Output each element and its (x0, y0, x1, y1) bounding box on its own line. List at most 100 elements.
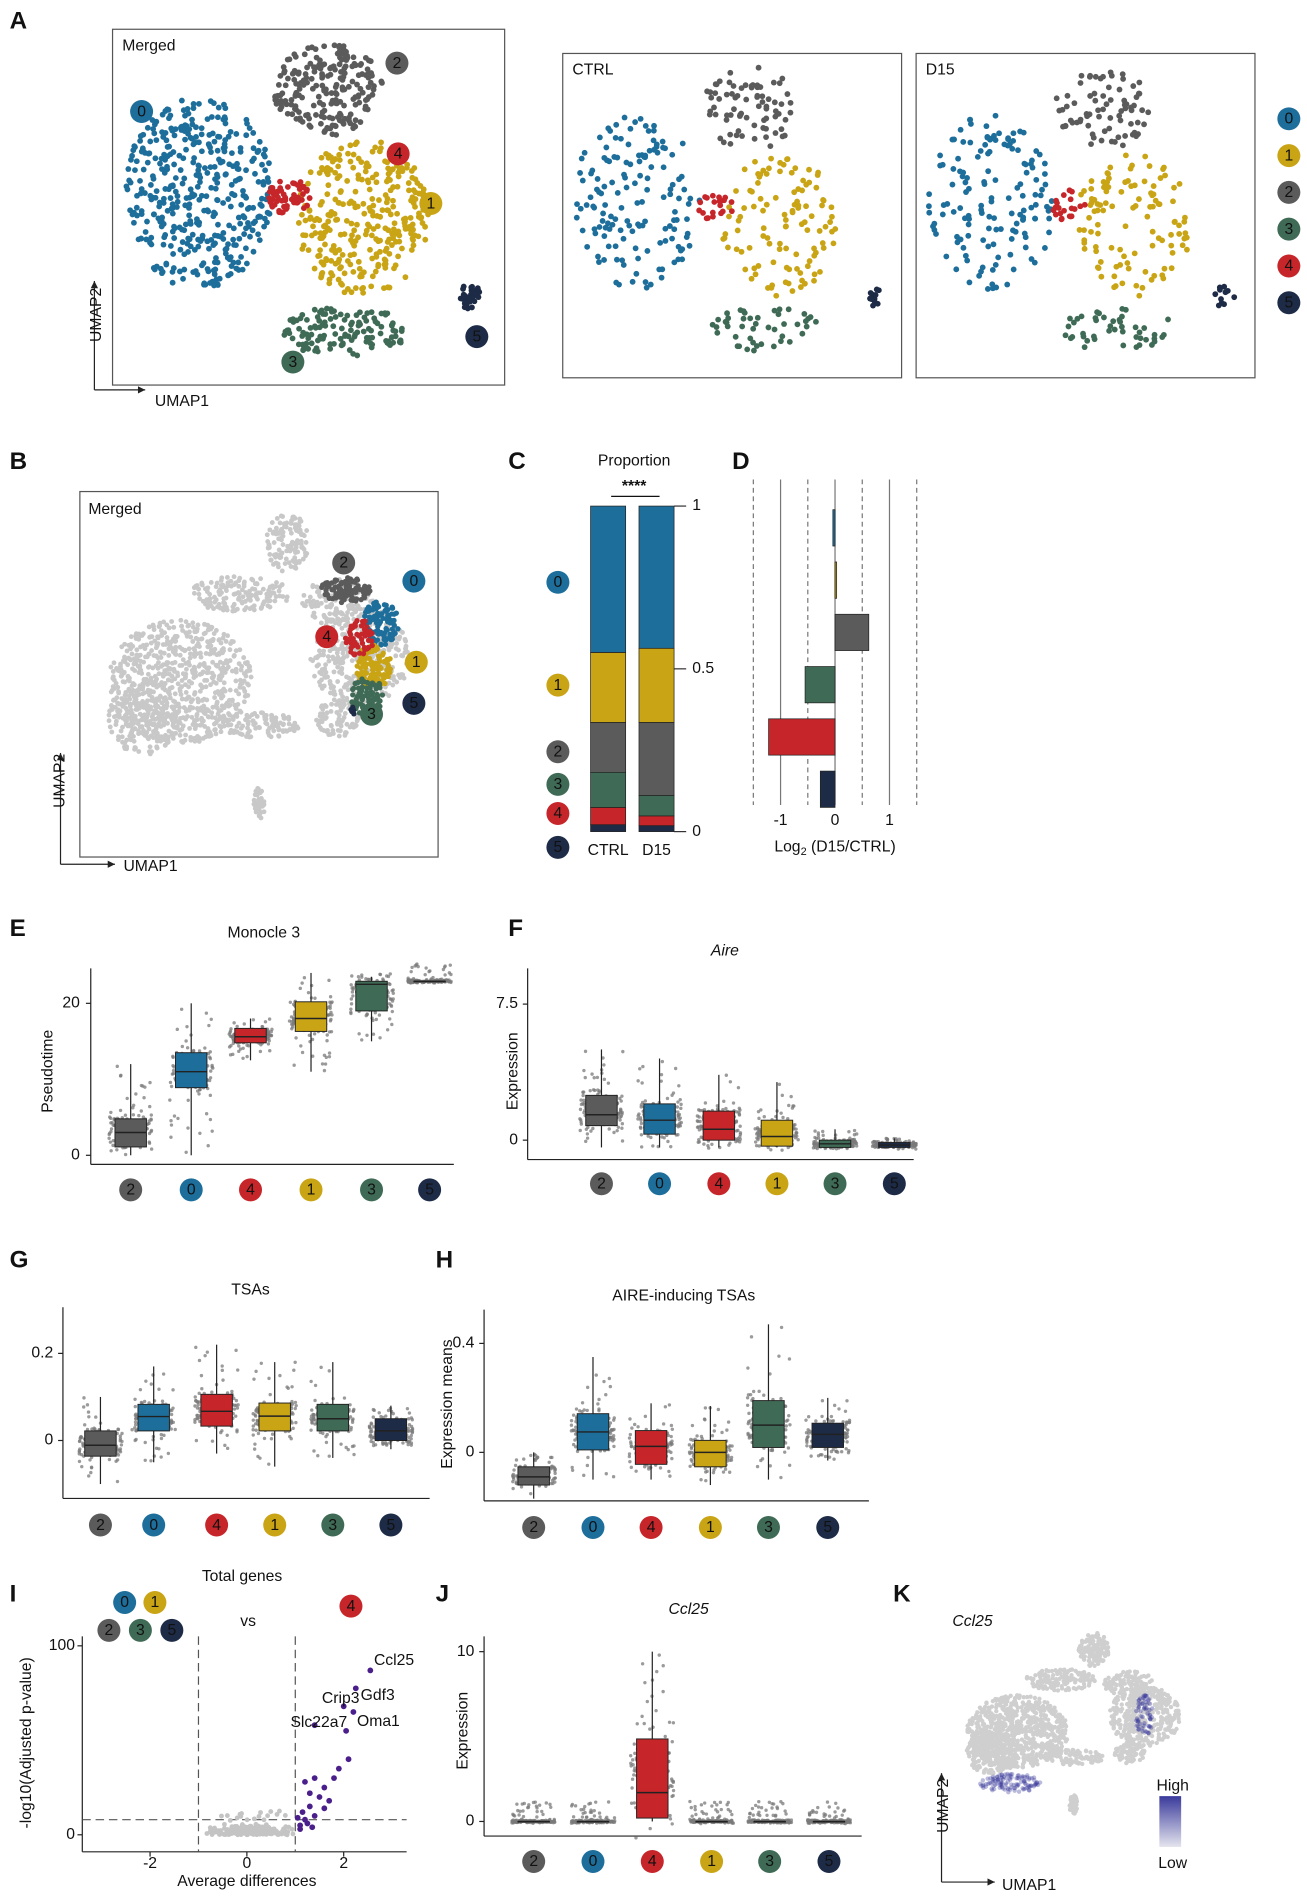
cell-dot (181, 251, 188, 258)
cell-dot (742, 266, 749, 273)
jitter-dot (238, 1047, 243, 1051)
cell-dot (1141, 178, 1148, 185)
cell-dot (224, 666, 230, 672)
cell-dot (362, 106, 369, 112)
cell-dot (217, 714, 223, 720)
cell-dot (225, 272, 232, 279)
cell-dot (351, 227, 358, 234)
cell-dot (153, 137, 160, 144)
cell-dot (241, 231, 248, 237)
cell-dot (1143, 336, 1149, 343)
cell-dot (750, 325, 757, 332)
cell-dot (644, 248, 651, 254)
cell-dot (179, 663, 185, 668)
cell-dot (316, 99, 323, 106)
cell-dot (978, 207, 985, 213)
cell-dot (308, 75, 315, 82)
cluster-badge-label: 3 (288, 354, 297, 371)
cell-dot (213, 731, 219, 737)
cell-dot (326, 227, 333, 234)
cell-dot (612, 134, 619, 141)
cell-dot (767, 143, 774, 150)
cell-dot (243, 693, 249, 699)
cell-dot (304, 528, 310, 533)
cell-dot (237, 647, 243, 653)
cell-dot (344, 721, 350, 727)
cell-dot (239, 732, 245, 737)
cell-dot (134, 707, 140, 712)
cell-dot (147, 182, 154, 188)
cell-dot (166, 143, 173, 150)
cell-dot (358, 665, 364, 671)
cell-dot (325, 182, 332, 189)
cell-dot (364, 177, 371, 184)
cell-dot (1070, 319, 1077, 326)
cell-dot (726, 79, 733, 86)
cell-dot (281, 715, 287, 721)
cell-dot (776, 246, 783, 253)
jitter-dot (139, 1109, 143, 1113)
jitter-dot (169, 1119, 173, 1123)
cell-dot (329, 701, 334, 707)
cell-dot (1221, 301, 1227, 308)
cell-dot (303, 74, 310, 81)
cell-dot (378, 323, 385, 330)
cell-dot (378, 310, 385, 317)
x-axis-label: Log2 (D15/CTRL) (774, 839, 895, 859)
cell-dot (231, 192, 238, 199)
cell-dot (407, 214, 414, 221)
cluster-badge-label: 4 (322, 629, 331, 646)
cell-dot (128, 634, 134, 640)
cell-dot (338, 342, 345, 349)
jitter-dot (123, 1113, 128, 1117)
cell-dot (118, 728, 124, 734)
cell-dot (399, 245, 405, 252)
cell-dot (371, 83, 377, 89)
cell-dot (1131, 250, 1138, 257)
cell-dot (1090, 333, 1097, 340)
cell-dot (374, 213, 380, 219)
cluster-badge-label: 3 (554, 776, 563, 793)
cell-dot (741, 166, 748, 173)
cell-dot (1119, 305, 1126, 312)
cell-dot (148, 640, 154, 646)
cell-dot (146, 736, 151, 742)
cluster-badge-label: 4 (554, 805, 563, 822)
cell-dot (419, 220, 426, 226)
cell-dot (1171, 184, 1177, 191)
cell-dot (211, 606, 216, 612)
cell-dot (199, 636, 205, 642)
jitter-dot (118, 1074, 123, 1078)
cell-dot (275, 81, 282, 88)
cell-dot (390, 203, 397, 210)
cell-dot (350, 151, 357, 158)
cell-dot (266, 591, 272, 597)
cell-dot (338, 593, 345, 599)
cell-dot (270, 530, 276, 536)
cell-dot (759, 93, 766, 100)
cell-dot (171, 719, 177, 725)
cluster-badge (281, 350, 305, 374)
cell-dot (276, 733, 282, 739)
cell-dot (773, 292, 780, 299)
cell-dot (799, 330, 806, 337)
cell-dot (350, 692, 356, 698)
cluster-badge (1277, 180, 1301, 204)
cell-dot (960, 244, 967, 251)
cell-dot (282, 97, 289, 104)
cell-dot (172, 188, 179, 195)
cell-dot (1042, 245, 1048, 251)
cell-dot (137, 724, 143, 730)
cell-dot (340, 616, 346, 622)
cell-dot (201, 705, 207, 711)
cell-dot (154, 745, 160, 751)
cell-dot (228, 150, 235, 157)
cell-dot (300, 347, 307, 354)
cell-dot (226, 161, 233, 168)
cell-dot (173, 634, 179, 640)
cell-dot (125, 166, 132, 172)
cell-dot (782, 217, 789, 223)
cell-dot (333, 91, 340, 98)
cell-dot (1104, 170, 1111, 176)
cell-dot (225, 241, 231, 248)
